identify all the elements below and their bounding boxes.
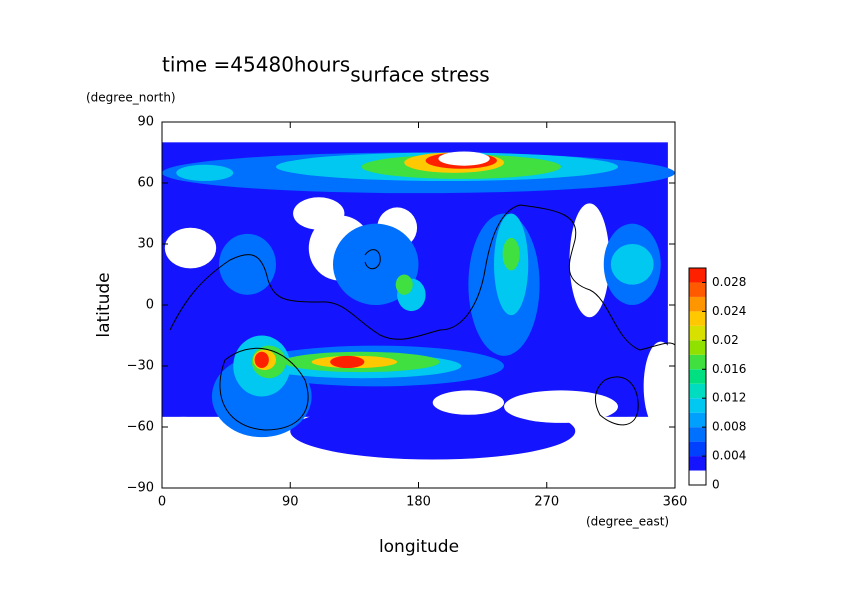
contour-region xyxy=(330,355,365,369)
colorbar-tick-label: 0.028 xyxy=(712,275,746,289)
colorbar-bin xyxy=(689,340,706,355)
contour-region xyxy=(502,237,520,271)
colorbar-bin xyxy=(689,383,706,399)
colorbar-bin xyxy=(689,398,706,413)
colorbar-bin xyxy=(689,354,706,370)
y-tick-label: −90 xyxy=(127,481,154,496)
y-unit: (degree_north) xyxy=(86,91,176,105)
colorbar-tick-label: 0 xyxy=(712,478,720,492)
contour-region xyxy=(164,227,217,269)
colorbar-bin xyxy=(689,412,706,428)
x-tick-label: 180 xyxy=(406,495,431,510)
colorbar-tick-label: 0.016 xyxy=(712,362,746,376)
colorbar-bin xyxy=(689,441,706,457)
colorbar-tick-label: 0.024 xyxy=(712,304,746,318)
colorbar-bin xyxy=(689,369,706,384)
contour-field xyxy=(162,142,675,478)
y-tick-label: −30 xyxy=(127,359,154,374)
contour-region xyxy=(504,390,618,423)
coastlines xyxy=(169,204,675,431)
y-tick-label: 30 xyxy=(137,237,154,252)
colorbar-tick-label: 0.02 xyxy=(712,333,739,347)
y-tick-label: 90 xyxy=(137,115,154,130)
y-tick-label: −60 xyxy=(127,420,154,435)
y-axis-label: latitude xyxy=(94,272,114,337)
contour-region xyxy=(290,402,576,460)
x-tick-label: 90 xyxy=(282,495,299,510)
colorbar-bin xyxy=(689,456,706,471)
colorbar-bin xyxy=(689,282,706,297)
y-tick-label: 0 xyxy=(146,298,154,313)
colorbar-bin xyxy=(689,311,706,326)
colorbar-tick-label: 0.008 xyxy=(712,420,746,434)
colorbar-bin xyxy=(689,427,706,442)
contour-region xyxy=(575,416,675,478)
colorbar-bin xyxy=(689,325,706,341)
contour-region xyxy=(219,233,276,295)
colorbar-bin xyxy=(689,470,706,485)
x-unit: (degree_east) xyxy=(586,515,669,529)
contour-region xyxy=(432,390,504,415)
contour-region xyxy=(395,274,413,295)
x-tick-label: 270 xyxy=(534,495,559,510)
colorbar-frame xyxy=(688,267,707,486)
chart-title: surface stress xyxy=(350,63,489,87)
contour-region xyxy=(569,203,610,318)
x-tick-label: 360 xyxy=(663,495,688,510)
contour-region xyxy=(643,341,675,432)
x-tick-label: 0 xyxy=(158,495,166,510)
colorbar-bin xyxy=(689,268,706,283)
colorbar-bin xyxy=(689,296,706,312)
contour-region xyxy=(438,151,490,166)
x-axis-label: longitude xyxy=(379,537,459,557)
contour-region xyxy=(610,244,654,285)
colorbar xyxy=(689,268,706,485)
colorbar-tick-label: 0.004 xyxy=(712,449,746,463)
colorbar-tick-label: 0.012 xyxy=(712,391,746,405)
contour-region xyxy=(162,416,227,478)
annotation: time =45480hours xyxy=(162,53,350,77)
contour-region xyxy=(254,351,269,369)
contour-region xyxy=(176,164,234,181)
y-tick-label: 60 xyxy=(137,176,154,191)
contour-region xyxy=(293,197,345,230)
